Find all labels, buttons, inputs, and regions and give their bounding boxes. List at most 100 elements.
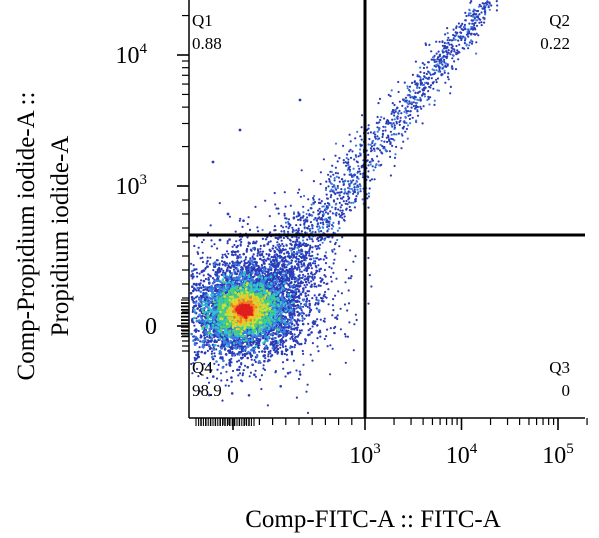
- event-dot: [342, 218, 345, 221]
- event-dot: [273, 225, 276, 228]
- event-dot: [298, 285, 301, 288]
- event-dot: [282, 345, 285, 348]
- event-dot: [206, 265, 209, 268]
- event-dot: [454, 68, 458, 71]
- event-dot: [311, 231, 314, 234]
- event-dot: [192, 282, 196, 286]
- event-dot: [371, 159, 375, 162]
- event-dot: [308, 302, 312, 306]
- event-dot: [392, 109, 395, 112]
- event-dot: [235, 240, 238, 243]
- event-dot: [409, 110, 412, 113]
- event-dot: [279, 279, 282, 282]
- event-dot: [404, 107, 407, 110]
- event-dot: [268, 263, 271, 266]
- event-dot: [201, 260, 205, 264]
- event-dot: [220, 283, 224, 287]
- event-dot: [294, 267, 297, 270]
- event-dot: [325, 221, 328, 224]
- event-dot: [404, 115, 407, 118]
- event-dot: [422, 66, 425, 70]
- event-dot: [328, 178, 331, 181]
- event-dot: [295, 215, 298, 218]
- event-dot: [396, 115, 399, 118]
- event-dot: [443, 47, 446, 50]
- event-dot: [279, 236, 283, 239]
- event-dot: [195, 283, 198, 287]
- event-dot: [358, 183, 361, 186]
- event-dot: [289, 204, 292, 207]
- event-dot: [459, 26, 462, 29]
- event-dot: [201, 256, 204, 259]
- event-dot: [402, 98, 405, 101]
- event-dot: [382, 125, 385, 128]
- event-dot: [216, 247, 219, 250]
- event-dot: [496, 4, 499, 7]
- event-dot: [206, 231, 210, 234]
- event-dot: [321, 300, 324, 303]
- event-dot: [377, 160, 380, 163]
- event-dot: [280, 230, 283, 233]
- event-dot: [411, 95, 414, 98]
- event-dot: [252, 253, 255, 256]
- event-dot: [449, 85, 452, 88]
- event-dot: [418, 90, 421, 93]
- event-dot: [332, 221, 335, 224]
- event-dot: [311, 273, 314, 276]
- event-dot: [404, 130, 407, 133]
- event-dot: [353, 188, 356, 191]
- event-dot: [352, 192, 355, 195]
- event-dot: [322, 258, 325, 261]
- event-dot: [378, 121, 381, 124]
- event-dot: [297, 227, 300, 230]
- event-dot: [268, 359, 271, 362]
- event-dot: [333, 179, 336, 182]
- event-dot: [435, 81, 438, 84]
- event-dot: [336, 186, 339, 189]
- event-dot: [304, 338, 307, 341]
- event-dot: [326, 206, 329, 209]
- event-dot: [407, 103, 410, 106]
- event-dot: [266, 236, 269, 239]
- event-dot: [322, 223, 325, 226]
- event-dot: [282, 367, 285, 370]
- event-dot: [416, 84, 419, 87]
- event-dot: [378, 137, 381, 140]
- event-dot: [299, 195, 302, 198]
- event-dot: [305, 220, 308, 223]
- event-dot: [280, 276, 284, 280]
- event-dot: [339, 197, 342, 200]
- event-dot: [256, 248, 259, 251]
- event-dot: [287, 218, 291, 221]
- event-dot: [388, 150, 391, 153]
- event-dot: [402, 140, 405, 143]
- event-dot: [318, 293, 321, 296]
- event-dot: [312, 202, 315, 205]
- event-dot: [465, 14, 468, 18]
- event-dot: [474, 33, 477, 36]
- event-dot: [221, 356, 224, 359]
- event-dot: [393, 156, 397, 159]
- event-dot: [329, 218, 332, 221]
- event-dot: [284, 217, 287, 220]
- event-dot: [483, 17, 486, 20]
- event-dot: [294, 243, 297, 246]
- event-dot: [267, 331, 270, 335]
- event-dot: [371, 140, 374, 143]
- event-dot: [332, 262, 335, 265]
- event-dot: [309, 353, 312, 356]
- event-dot: [300, 329, 303, 332]
- event-dot: [290, 259, 294, 262]
- event-dot: [391, 138, 394, 141]
- event-dot: [348, 201, 351, 204]
- event-dot: [416, 105, 419, 109]
- event-dot: [355, 160, 358, 163]
- event-dot: [342, 159, 345, 162]
- event-dot: [193, 297, 196, 300]
- event-dot: [387, 93, 390, 96]
- event-dot: [238, 253, 241, 256]
- event-dot: [367, 132, 370, 135]
- event-dot: [266, 257, 270, 260]
- event-dot: [355, 155, 358, 159]
- event-dot: [194, 328, 198, 331]
